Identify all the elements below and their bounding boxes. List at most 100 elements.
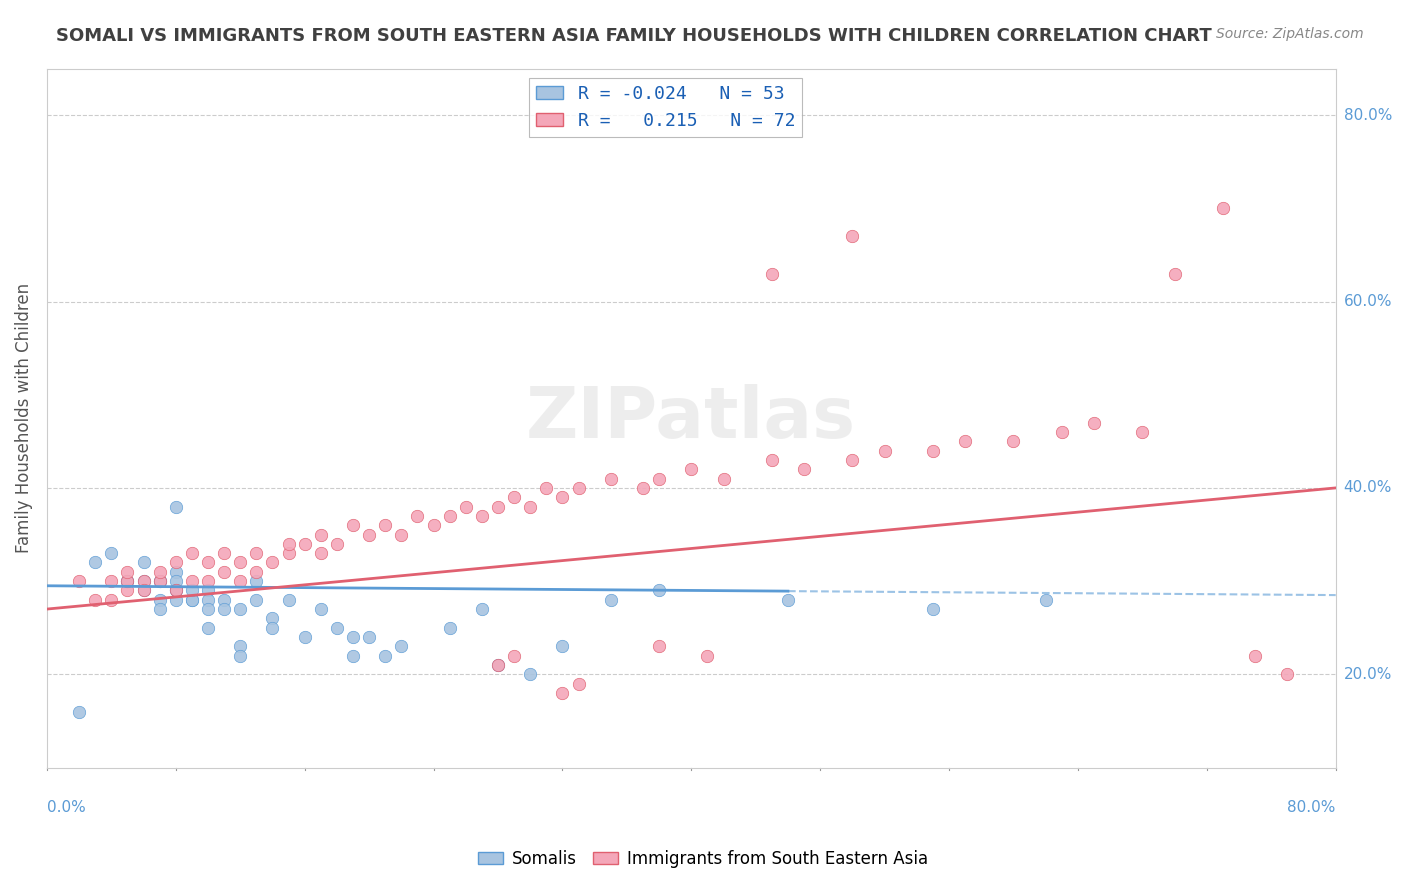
Point bbox=[873, 443, 896, 458]
Point bbox=[245, 546, 267, 560]
Point bbox=[471, 602, 494, 616]
Point bbox=[471, 508, 494, 523]
Point bbox=[761, 453, 783, 467]
Point bbox=[681, 462, 703, 476]
Point bbox=[165, 565, 187, 579]
Point bbox=[262, 556, 284, 570]
Point bbox=[294, 537, 316, 551]
Point bbox=[486, 658, 509, 673]
Point bbox=[359, 527, 381, 541]
Text: 80.0%: 80.0% bbox=[1288, 800, 1336, 815]
Point bbox=[197, 556, 219, 570]
Point bbox=[67, 574, 90, 588]
Point bbox=[536, 481, 558, 495]
Point bbox=[180, 592, 202, 607]
Point bbox=[197, 592, 219, 607]
Point bbox=[519, 500, 541, 514]
Point bbox=[212, 546, 235, 560]
Point bbox=[1130, 425, 1153, 439]
Point bbox=[793, 462, 815, 476]
Point bbox=[149, 574, 172, 588]
Point bbox=[631, 481, 654, 495]
Point bbox=[180, 546, 202, 560]
Point bbox=[229, 602, 252, 616]
Point bbox=[761, 267, 783, 281]
Point bbox=[713, 472, 735, 486]
Point bbox=[212, 592, 235, 607]
Point bbox=[262, 621, 284, 635]
Point bbox=[359, 630, 381, 644]
Legend: Somalis, Immigrants from South Eastern Asia: Somalis, Immigrants from South Eastern A… bbox=[471, 844, 935, 875]
Point bbox=[486, 500, 509, 514]
Point bbox=[422, 518, 444, 533]
Point bbox=[277, 537, 299, 551]
Point bbox=[84, 556, 107, 570]
Point bbox=[503, 648, 526, 663]
Legend: R = -0.024   N = 53, R =   0.215   N = 72: R = -0.024 N = 53, R = 0.215 N = 72 bbox=[529, 78, 803, 137]
Point bbox=[165, 583, 187, 598]
Point bbox=[953, 434, 976, 449]
Text: 40.0%: 40.0% bbox=[1344, 481, 1392, 495]
Point bbox=[454, 500, 477, 514]
Text: 0.0%: 0.0% bbox=[46, 800, 86, 815]
Point bbox=[519, 667, 541, 681]
Point bbox=[165, 556, 187, 570]
Point bbox=[841, 229, 863, 244]
Point bbox=[245, 574, 267, 588]
Point bbox=[132, 583, 155, 598]
Point bbox=[922, 602, 945, 616]
Point bbox=[132, 556, 155, 570]
Point bbox=[439, 508, 461, 523]
Point bbox=[165, 592, 187, 607]
Text: Source: ZipAtlas.com: Source: ZipAtlas.com bbox=[1216, 27, 1364, 41]
Point bbox=[551, 686, 574, 700]
Point bbox=[212, 565, 235, 579]
Point bbox=[277, 592, 299, 607]
Point bbox=[84, 592, 107, 607]
Point bbox=[374, 648, 396, 663]
Point bbox=[197, 583, 219, 598]
Point bbox=[1244, 648, 1267, 663]
Point bbox=[342, 648, 364, 663]
Point bbox=[117, 583, 139, 598]
Point bbox=[776, 592, 799, 607]
Point bbox=[648, 583, 671, 598]
Point bbox=[149, 602, 172, 616]
Point bbox=[165, 500, 187, 514]
Point bbox=[841, 453, 863, 467]
Point bbox=[389, 527, 412, 541]
Point bbox=[229, 556, 252, 570]
Point bbox=[245, 565, 267, 579]
Point bbox=[132, 574, 155, 588]
Point bbox=[149, 574, 172, 588]
Point bbox=[245, 592, 267, 607]
Point bbox=[117, 574, 139, 588]
Point bbox=[648, 640, 671, 654]
Point bbox=[165, 583, 187, 598]
Point bbox=[551, 490, 574, 504]
Point bbox=[342, 630, 364, 644]
Point bbox=[229, 574, 252, 588]
Point bbox=[326, 537, 349, 551]
Point bbox=[1035, 592, 1057, 607]
Point bbox=[262, 611, 284, 625]
Point bbox=[309, 527, 332, 541]
Point bbox=[294, 630, 316, 644]
Point bbox=[342, 518, 364, 533]
Point bbox=[374, 518, 396, 533]
Point bbox=[67, 705, 90, 719]
Point bbox=[277, 546, 299, 560]
Point bbox=[1050, 425, 1073, 439]
Point bbox=[180, 583, 202, 598]
Text: 20.0%: 20.0% bbox=[1344, 667, 1392, 681]
Point bbox=[180, 592, 202, 607]
Point bbox=[648, 472, 671, 486]
Point bbox=[149, 565, 172, 579]
Point bbox=[100, 574, 122, 588]
Point bbox=[197, 602, 219, 616]
Point bbox=[165, 583, 187, 598]
Point bbox=[326, 621, 349, 635]
Point bbox=[599, 472, 621, 486]
Point bbox=[309, 602, 332, 616]
Text: ZIPatlas: ZIPatlas bbox=[526, 384, 856, 452]
